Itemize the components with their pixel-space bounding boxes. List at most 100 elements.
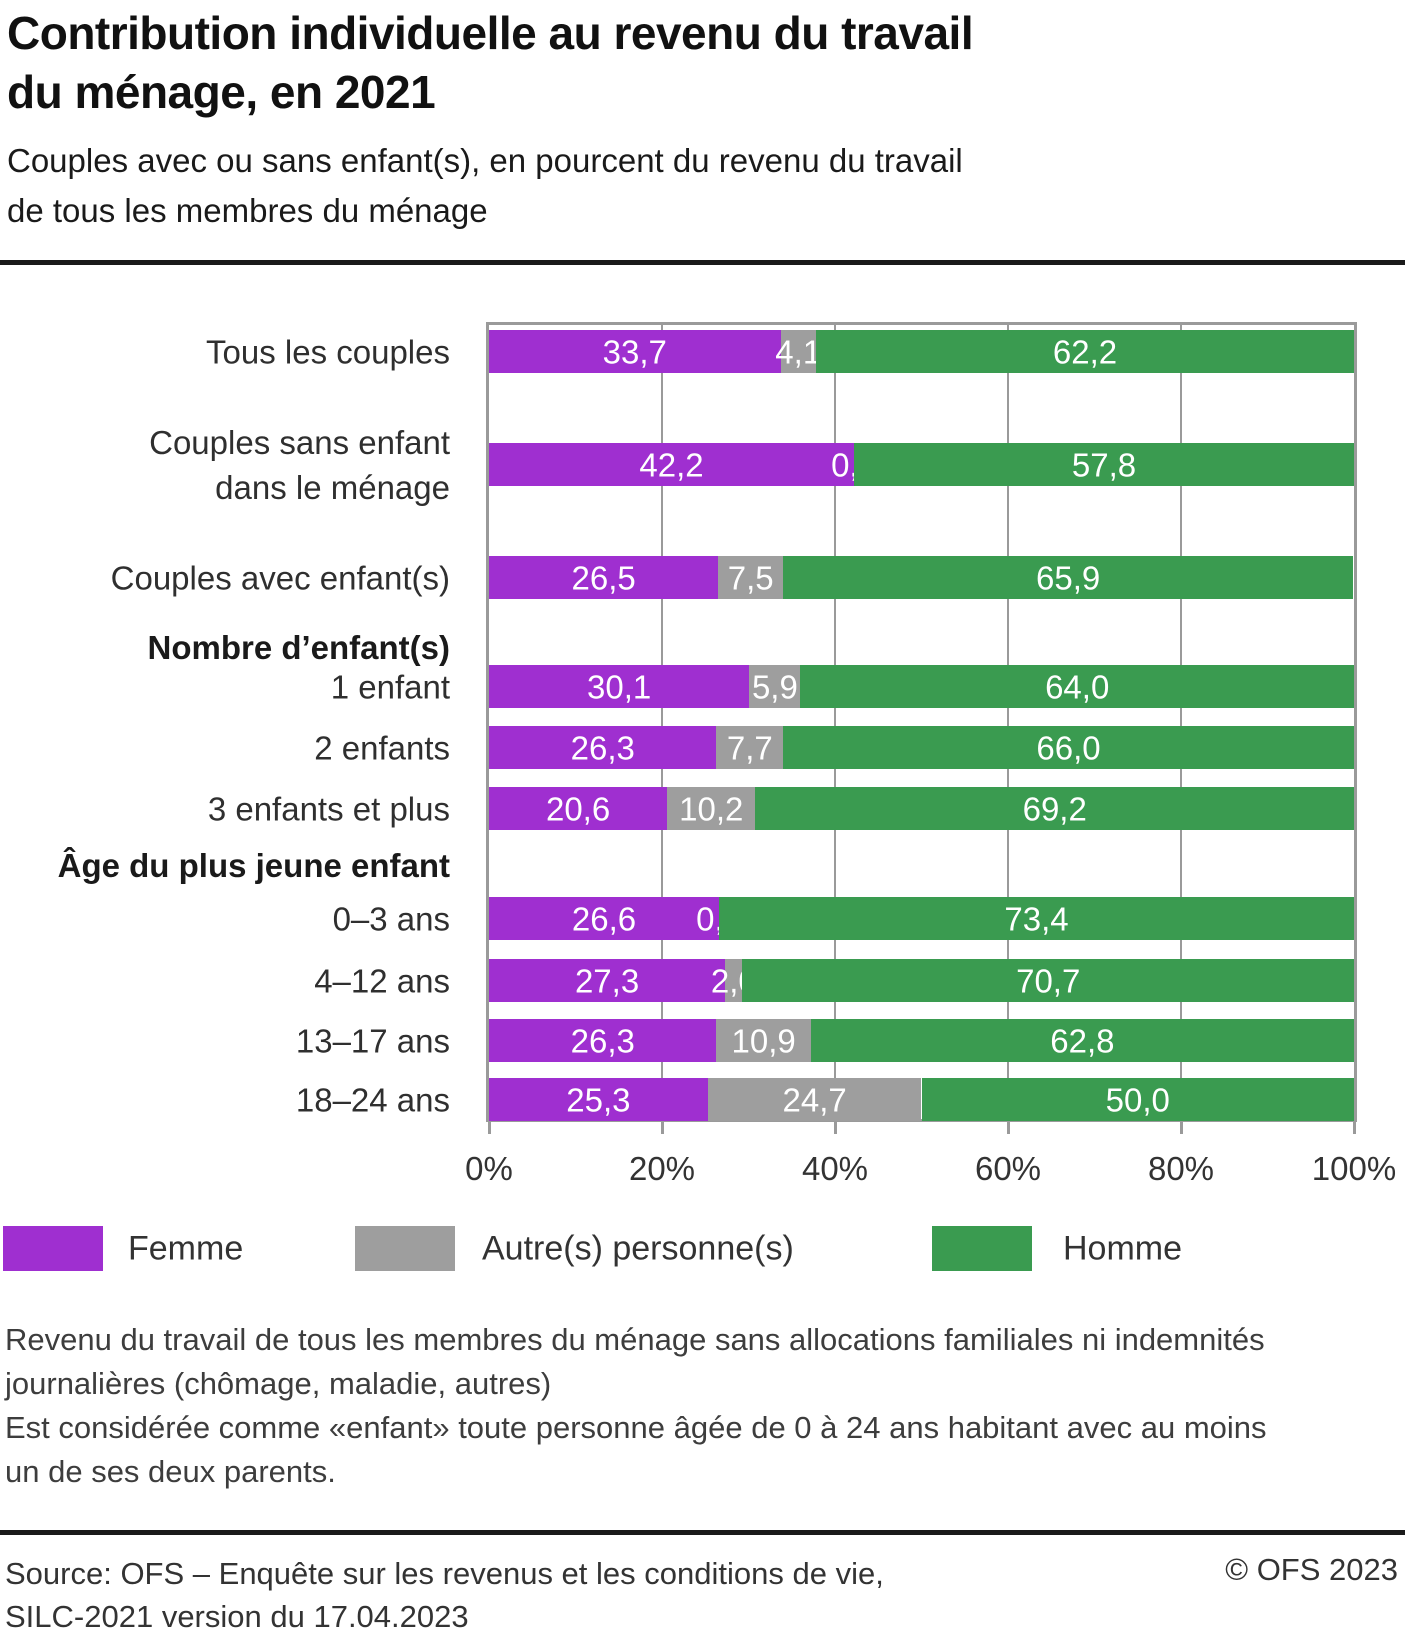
bar-segment: [854, 443, 1354, 486]
axis-tick-label: 0%: [465, 1150, 513, 1187]
bar-row: 30,1 5,9 64,0: [489, 665, 1354, 708]
bar-segment: [489, 443, 855, 486]
bar-value-label: 10,2: [679, 790, 744, 827]
bar-segment: [718, 556, 784, 599]
bar-value-label: 26,6: [571, 900, 637, 937]
gridline-80: [1180, 325, 1182, 1119]
bar-segment: [810, 1019, 1354, 1062]
bar-segment: [489, 787, 668, 830]
bar-segment: [489, 1078, 708, 1121]
category-label: Tous les couples: [206, 333, 450, 370]
bottom-divider: [0, 1530, 1405, 1535]
gridline-40: [834, 325, 836, 1119]
bar-segment: [780, 330, 816, 373]
axis-tick-label: 60%: [974, 1150, 1042, 1187]
bar-value-label: 7,5: [727, 559, 774, 596]
footnote-2: Est considérée comme «enfant» toute pers…: [5, 1410, 1267, 1489]
bar-row: 33,7 4,1 62,2: [489, 330, 1354, 373]
bar-segment: [719, 897, 1354, 940]
bar-segment: [800, 665, 1354, 708]
axis-tick-label: 100%: [1311, 1150, 1397, 1187]
bar-value-label: 66,0: [1036, 729, 1101, 766]
plot-area: 33,7 4,1 62,2 42,20,057,8 26,5 7,5 65,9 30,1 5,9…: [486, 322, 1357, 1122]
category-label: 18–24 ans: [295, 1081, 450, 1118]
category-label: 0–3 ans: [332, 900, 450, 937]
bar-value-label: 57,8: [1071, 446, 1137, 483]
bar-segment: [716, 726, 784, 769]
bar-row: 27,3 2,0 70,7: [489, 959, 1354, 1002]
bar-value-label: 25,3: [566, 1081, 631, 1118]
category-label: 3 enfants et plus: [207, 790, 450, 827]
copyright-text: © OFS 2023: [1225, 1552, 1398, 1587]
page-title: Contribution individuelle au revenu du t…: [7, 7, 974, 118]
bar-value-label: 62,2: [1052, 333, 1118, 370]
bar-value-label: 62,8: [1050, 1022, 1115, 1059]
axis-tick-label: 40%: [801, 1150, 869, 1187]
bar-segment: [815, 330, 1354, 373]
bar-segment: [725, 959, 743, 1002]
bar-segment: [921, 1078, 1354, 1121]
top-divider: [0, 260, 1405, 265]
bar-segment: [489, 726, 717, 769]
bar-row: 26,5 7,5 65,9: [489, 556, 1354, 599]
bar-segment: [489, 665, 750, 708]
group-header: Âge du plus jeune enfant: [57, 847, 450, 884]
group-header: Nombre d’enfant(s): [147, 629, 450, 666]
bar-row: 25,3 24,7 50,0: [489, 1078, 1354, 1121]
bar-row: 42,20,057,8: [489, 443, 1354, 486]
bar-segment: [489, 959, 726, 1002]
bar-value-label: 65,9: [1035, 559, 1101, 596]
source-text: Source: OFS – Enquête sur les revenus et…: [5, 1556, 884, 1634]
category-label: 2 enfants: [314, 729, 450, 766]
category-labels-layer: Tous les couples Couples sans enfant dans…: [0, 0, 450, 1639]
legend-label-femme: Femme: [128, 1229, 244, 1267]
bar-row: 26,60,073,4: [489, 897, 1354, 940]
axis-tick: [487, 1122, 491, 1134]
bar-row: 26,3 7,7 66,0: [489, 726, 1354, 769]
bar-segment: [783, 726, 1354, 769]
bar-row: 20,6 10,2 69,2: [489, 787, 1354, 830]
bar-segment: [783, 556, 1354, 599]
bar-value-label: 10,9: [731, 1022, 796, 1059]
bar-value-label: 69,2: [1022, 790, 1087, 827]
category-label: 13–17 ans: [295, 1022, 450, 1059]
legend: Femme Autre(s) personne(s) Homme: [0, 1226, 1405, 1271]
bar-segment: [667, 787, 756, 830]
legend-label-autres: Autre(s) personne(s): [482, 1229, 794, 1267]
category-label: Couples avec enfant(s): [110, 559, 450, 596]
bar-value-label: 30,1: [587, 668, 652, 705]
bar-value-label: 4,1: [775, 333, 822, 370]
axis-tick-label: 80%: [1147, 1150, 1215, 1187]
bar-value-label: 42,2: [639, 446, 704, 483]
bar-segment: [749, 665, 801, 708]
bar-value-label: 33,7: [602, 333, 667, 370]
bar-segment: [489, 897, 720, 940]
bar-value-label: 5,9: [751, 668, 798, 705]
bar-value-label: 26,3: [570, 729, 635, 766]
page-subtitle: Couples avec ou sans enfant(s), en pourc…: [7, 142, 963, 229]
axis-tick: [1352, 1122, 1356, 1134]
bar-segment: [742, 959, 1354, 1002]
category-label: 4–12 ans: [314, 962, 450, 999]
gridline-20: [661, 325, 663, 1119]
bar-value-label: 64,0: [1045, 668, 1110, 705]
bar-segment: [489, 1019, 717, 1062]
footnotes: Revenu du travail de tous les membres du…: [5, 1318, 1401, 1494]
bar-value-label: 26,5: [571, 559, 636, 596]
bar-value-label: 70,7: [1016, 962, 1081, 999]
bar-value-label: 73,4: [1004, 900, 1069, 937]
bar-value-label: 24,7: [782, 1081, 847, 1118]
bar-value-label: 26,3: [570, 1022, 635, 1059]
legend-swatch-homme: [932, 1226, 1032, 1271]
bar-value-label: 50,0: [1105, 1081, 1170, 1118]
axis-tick: [1179, 1122, 1183, 1134]
legend-label-homme: Homme: [1063, 1229, 1183, 1267]
bar-segment: [755, 787, 1354, 830]
legend-swatch-autres: [355, 1226, 455, 1271]
footnote-1: Revenu du travail de tous les membres du…: [5, 1322, 1265, 1401]
bar-value-label: 20,6: [545, 790, 611, 827]
bar-value-label: 27,3: [574, 962, 640, 999]
legend-swatch-femme: [3, 1226, 103, 1271]
bar-value-label: 7,7: [726, 729, 773, 766]
